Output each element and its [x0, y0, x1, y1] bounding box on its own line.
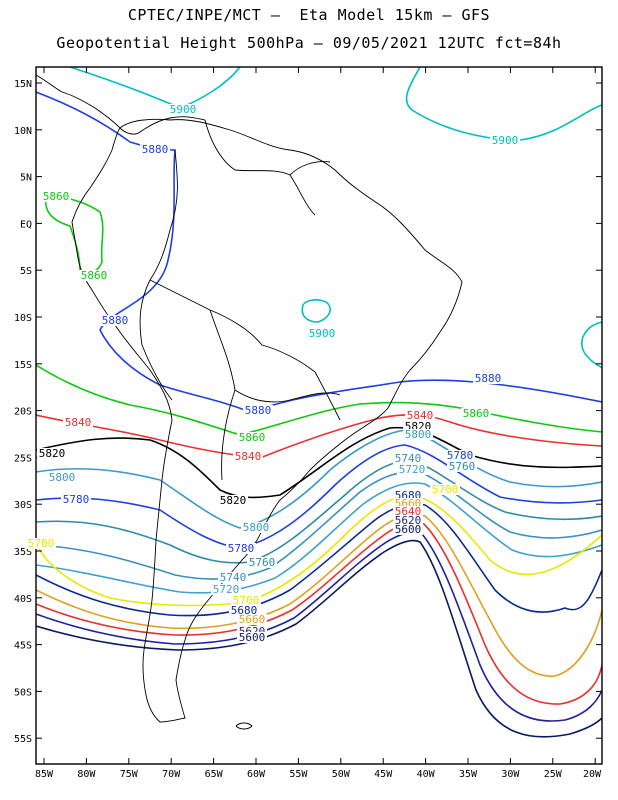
- contour-5900-brazil: [301, 299, 331, 323]
- contour-label-5900: 5900: [492, 134, 519, 147]
- contour-label-5640: 5640: [395, 505, 422, 518]
- contour-label-5700: 5700: [233, 594, 260, 607]
- lon-tick-label: 70W: [162, 769, 181, 780]
- lat-tick-label: 25S: [14, 453, 32, 464]
- contour-5800: [36, 429, 602, 529]
- contour-label-5600: 5600: [239, 631, 266, 644]
- contour-label-5880: 5880: [475, 372, 502, 385]
- contour-label-5900: 5900: [309, 327, 336, 340]
- lon-tick-label: 75W: [120, 769, 139, 780]
- coast-falklands: [235, 722, 253, 730]
- lon-tick-label: 50W: [332, 769, 351, 780]
- contour-label-5720: 5720: [213, 583, 240, 596]
- contour-label-5840: 5840: [65, 416, 92, 429]
- contour-label-5620: 5620: [395, 514, 422, 527]
- contour-5740: [36, 470, 602, 580]
- lon-tick-label: 85W: [35, 769, 54, 780]
- lon-tick-label: 80W: [77, 769, 96, 780]
- contour-label-5780: 5780: [447, 449, 474, 462]
- lat-tick-label: 15N: [14, 79, 32, 90]
- contour-label-5700: 5700: [28, 537, 55, 550]
- contour-label-5880: 5880: [102, 314, 129, 327]
- contour-label-5900: 5900: [170, 103, 197, 116]
- contour-label-5680: 5680: [231, 604, 258, 617]
- contour-label-5800: 5800: [49, 471, 76, 484]
- lat-tick-label: 10N: [14, 126, 32, 137]
- lat-tick-label: 35S: [14, 547, 32, 558]
- contour-label-5800: 5800: [405, 428, 432, 441]
- lon-tick-label: 25W: [544, 769, 563, 780]
- title-line-1: CPTEC/INPE/MCT – Eta Model 15km – GFS: [127, 6, 491, 24]
- lon-tick-label: 55W: [289, 769, 308, 780]
- contour-label-5820: 5820: [39, 447, 66, 460]
- contour-label-5660: 5660: [239, 613, 266, 626]
- contour-5600: [36, 539, 602, 738]
- lat-tick-label: 15S: [14, 360, 32, 371]
- lat-tick-label: 55S: [14, 734, 32, 745]
- contour-label-5700: 5700: [432, 483, 459, 496]
- lat-tick-label: EQ: [20, 219, 32, 230]
- lat-tick-label: 10S: [14, 313, 32, 324]
- contour-5720: [36, 482, 602, 594]
- lat-tick-label: 30S: [14, 500, 32, 511]
- contour-label-5760: 5760: [449, 460, 476, 473]
- contour-label-5740: 5740: [395, 452, 422, 465]
- contour-5640: [36, 521, 602, 705]
- contour-5700: [36, 494, 602, 607]
- lat-tick-label: 40S: [14, 594, 32, 605]
- lon-tick-label: 40W: [417, 769, 436, 780]
- contour-5760: [36, 459, 602, 564]
- lat-tick-label: 5N: [20, 173, 32, 184]
- lon-tick-label: 20W: [583, 769, 602, 780]
- contour-label-5840: 5840: [407, 409, 434, 422]
- contour-5780: [36, 444, 602, 549]
- contour-label-5880: 5880: [142, 143, 169, 156]
- lon-tick-label: 65W: [205, 769, 224, 780]
- contour-5620: [36, 531, 602, 722]
- contour-label-5800: 5800: [243, 521, 270, 534]
- contour-5900-atlantic: [405, 67, 602, 141]
- lat-tick-label: 45S: [14, 641, 32, 652]
- lon-tick-label: 60W: [247, 769, 266, 780]
- contour-label-5740: 5740: [220, 571, 247, 584]
- borders-internal: [139, 119, 341, 481]
- contour-5860-main: [36, 364, 602, 436]
- contour-5820: [36, 426, 602, 499]
- lon-tick-label: 30W: [501, 769, 520, 780]
- title-line-2: Geopotential Height 500hPa – 09/05/2021 …: [56, 34, 562, 52]
- lat-tick-label: 20S: [14, 407, 32, 418]
- contour-label-5720: 5720: [399, 463, 426, 476]
- contour-label-5600: 5600: [395, 523, 422, 536]
- lat-tick-label: 5S: [20, 266, 32, 277]
- longitude-ticks: 85W 80W 75W 70W 65W 60W 55W 50W 45W 40W 35W 30W 25W 2…: [35, 67, 602, 780]
- contour-label-5780: 5780: [63, 493, 90, 506]
- contour-label-5760: 5760: [249, 556, 276, 569]
- lon-tick-label: 35W: [459, 769, 478, 780]
- latitude-ticks: 15N 10N 5N EQ 5S 10S 15S 20S 25S 30S 35S 40S 45S 50S 5…: [14, 79, 602, 745]
- contour-label-5880: 5880: [245, 404, 272, 417]
- contour-label-5780: 5780: [228, 542, 255, 555]
- lon-tick-label: 45W: [374, 769, 393, 780]
- contour-5680: [36, 503, 602, 617]
- contour-5900-east: [581, 321, 602, 369]
- contour-label-5820: 5820: [220, 494, 247, 507]
- contour-5840: [36, 414, 602, 459]
- contour-label-5860: 5860: [463, 407, 490, 420]
- contour-labels: 5900 5900 5900 5880 5880 5880 5880 5860 5860 5860…: [26, 103, 520, 644]
- contour-label-5840: 5840: [235, 450, 262, 463]
- contour-5660: [36, 513, 602, 677]
- lat-tick-label: 50S: [14, 687, 32, 698]
- contour-label-5860: 5860: [43, 190, 70, 203]
- contour-label-5860: 5860: [239, 431, 266, 444]
- map-frame: [35, 66, 603, 765]
- contour-5900-north: [69, 67, 241, 109]
- contour-label-5860: 5860: [81, 269, 108, 282]
